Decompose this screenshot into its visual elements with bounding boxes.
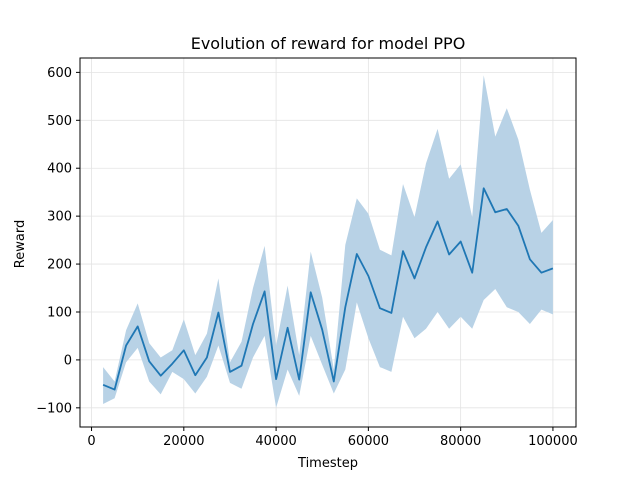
x-tick-label: 40000	[255, 434, 296, 449]
x-tick-label: 20000	[163, 434, 204, 449]
mean-reward-line	[102, 187, 554, 391]
x-tick-label: 0	[87, 434, 95, 449]
y-tick-label: 300	[47, 210, 72, 225]
y-tick-label: 600	[47, 66, 72, 81]
y-tick-label: 0	[64, 353, 72, 368]
y-tick-label: 100	[47, 305, 72, 320]
x-tick-label: 80000	[440, 434, 481, 449]
y-tick-label: 400	[47, 162, 72, 177]
chart-title: Evolution of reward for model PPO	[191, 34, 466, 53]
y-tick-label: 200	[47, 258, 72, 273]
x-tick-label: 100000	[528, 434, 578, 449]
plot-frame	[79, 57, 577, 428]
x-axis: 0 20000 40000 60000 80000 100000	[87, 427, 578, 449]
y-tick-label: 500	[47, 114, 72, 129]
y-axis: −100 0 100 200 300 400 500 600	[36, 66, 80, 416]
y-axis-label: Reward	[13, 220, 28, 268]
x-tick-label: 60000	[348, 434, 389, 449]
x-axis-label: Timestep	[297, 456, 358, 471]
y-tick-label: −100	[36, 401, 72, 416]
